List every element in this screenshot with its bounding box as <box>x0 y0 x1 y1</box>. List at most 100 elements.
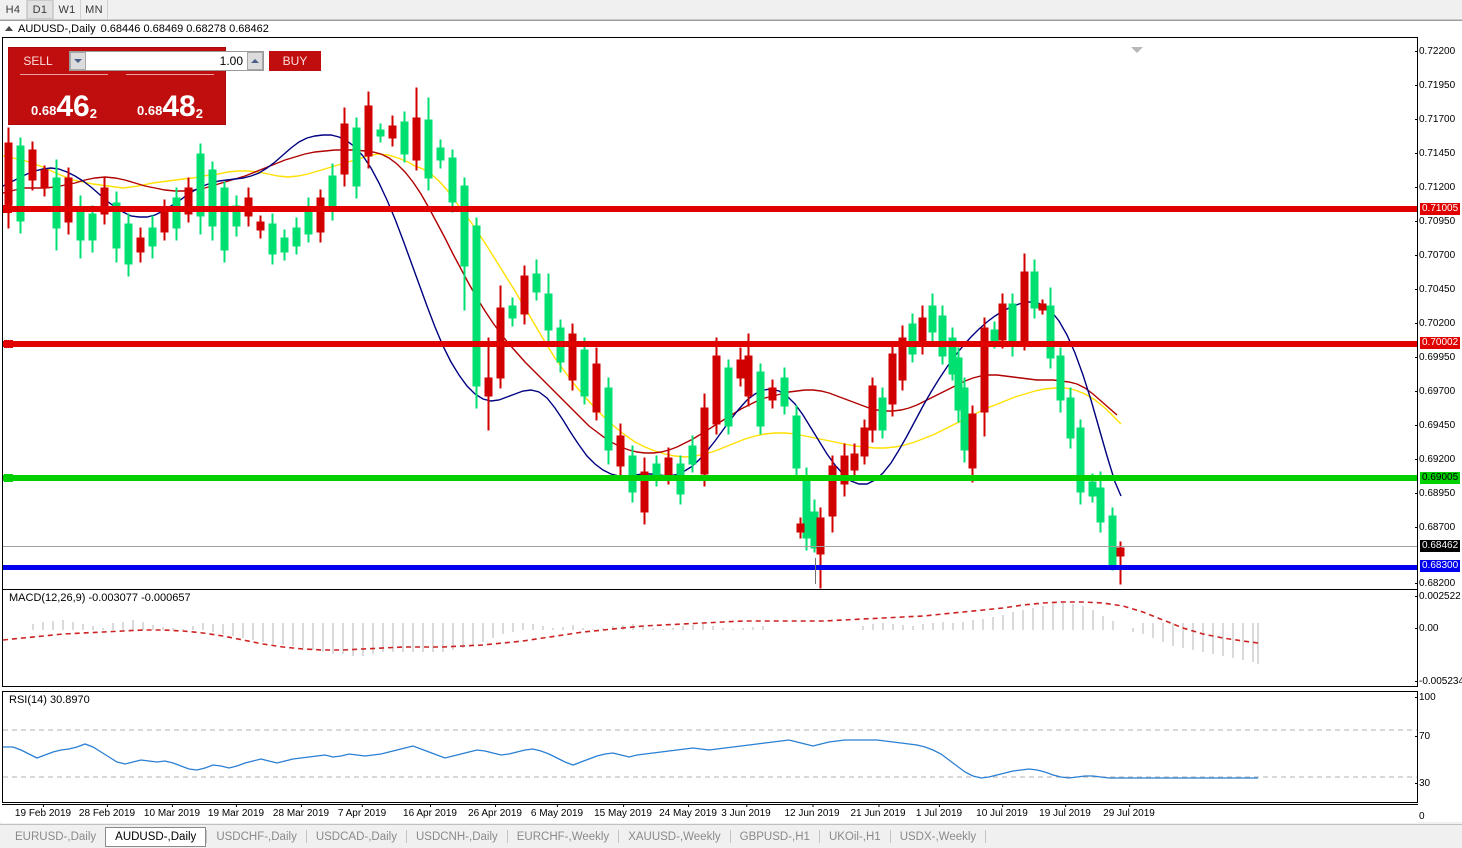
chart-tab-eurusd[interactable]: EURUSD-,Daily <box>15 830 97 843</box>
rsi-tick: 0 <box>1415 811 1425 822</box>
sell-price-fraction: 2 <box>89 106 97 121</box>
macd-histogram <box>32 603 1259 664</box>
chart-tab-usdchf[interactable]: USDCHF-,Daily <box>216 830 297 843</box>
price-tick: 0.70450 <box>1414 284 1456 295</box>
price-tick: 0.68700 <box>1414 522 1456 533</box>
sell-price-box[interactable]: 0.68 46 2 <box>12 74 116 124</box>
buy-price-fraction: 2 <box>195 106 203 121</box>
support-handle-1 <box>4 474 13 482</box>
date-tick: 24 May 2019 <box>659 804 717 819</box>
price-tick: 0.68950 <box>1414 488 1456 499</box>
rsi-line <box>3 739 1258 779</box>
rsi-chart-svg <box>3 729 1417 779</box>
chart-header: AUDUSD-,Daily 0.68446 0.68469 0.68278 0.… <box>0 21 1462 36</box>
chart-tabs-bar: EURUSD-,Daily AUDUSD-,Daily USDCHF-,Dail… <box>0 824 1462 848</box>
price-label-last-price: 0.68462 <box>1420 540 1461 552</box>
volume-input[interactable] <box>86 52 247 70</box>
price-label-resistance-2[interactable]: 0.70002 <box>1420 337 1461 349</box>
macd-tick: -0.005234 <box>1414 676 1462 687</box>
date-tick: 3 Jun 2019 <box>721 804 771 819</box>
support-line-1 <box>3 475 1417 481</box>
date-tick: 7 Apr 2019 <box>337 804 387 819</box>
one-click-trading-controls: SELL BUY <box>9 48 321 74</box>
price-label-target[interactable]: 0.68300 <box>1420 560 1461 572</box>
price-tick: 0.71200 <box>1414 182 1456 193</box>
tab-separator <box>618 830 620 843</box>
date-tick: 1 Jul 2019 <box>915 804 963 819</box>
tab-separator <box>889 830 891 843</box>
price-tick: 0.71950 <box>1414 80 1456 91</box>
price-tick: 0.69700 <box>1414 386 1456 397</box>
date-tick: 29 Jul 2019 <box>1103 804 1155 819</box>
rsi-tick: 100 <box>1415 692 1436 703</box>
tab-separator <box>729 830 731 843</box>
buy-price-prefix: 0.68 <box>137 103 163 118</box>
date-scale[interactable]: 19 Feb 2019 28 Feb 2019 10 Mar 2019 19 M… <box>2 804 1418 823</box>
price-level-lines[interactable] <box>3 205 1418 570</box>
date-tick: 19 Jul 2019 <box>1039 804 1091 819</box>
chart-tab-xauusd[interactable]: XAUUSD-,Weekly <box>628 830 721 843</box>
ma-fast-line <box>3 134 1122 497</box>
triangle-up-icon[interactable] <box>5 26 13 31</box>
date-tick: 16 Apr 2019 <box>403 804 457 819</box>
price-tick: 0.71700 <box>1414 114 1456 125</box>
date-tick: 12 Jun 2019 <box>784 804 840 819</box>
chart-tab-gbpusd[interactable]: GBPUSD-,H1 <box>739 830 810 843</box>
date-tick: 28 Mar 2019 <box>272 804 330 819</box>
tab-separator <box>206 830 208 843</box>
sell-button[interactable]: SELL <box>12 51 64 71</box>
last-price-line <box>3 546 1417 547</box>
date-tick: 15 May 2019 <box>594 804 652 819</box>
quote-boxes: 0.68 46 2 0.68 48 2 <box>9 74 225 124</box>
price-chart-svg <box>3 87 1418 589</box>
price-label-resistance-1[interactable]: 0.71005 <box>1420 203 1461 215</box>
price-scale[interactable]: 0.72200 0.71950 0.71700 0.71450 0.71200 … <box>1414 37 1462 822</box>
price-plot-area[interactable] <box>2 37 1418 589</box>
resistance-line-1 <box>3 206 1417 212</box>
target-line <box>3 565 1417 570</box>
sell-price-big: 46 <box>56 90 90 124</box>
chart-tab-usdx[interactable]: USDX-,Weekly <box>899 830 977 843</box>
chart-tab-usdcad[interactable]: USDCAD-,Daily <box>315 830 397 843</box>
date-tick: 21 Jun 2019 <box>850 804 906 819</box>
date-tick: 28 Feb 2019 <box>78 804 136 819</box>
timeframe-h4[interactable]: H4 <box>0 0 27 19</box>
chart-tab-ukoil[interactable]: UKOil-,H1 <box>828 830 881 843</box>
macd-panel[interactable]: MACD(12,26,9) -0.003077 -0.000657 <box>2 589 1418 687</box>
resistance-handle-1 <box>3 205 12 213</box>
triangle-down-icon[interactable] <box>1131 47 1143 53</box>
rsi-panel[interactable]: RSI(14) 30.8970 <box>2 691 1418 803</box>
volume-stepper[interactable] <box>69 51 264 71</box>
timeframe-mn[interactable]: MN <box>81 0 108 19</box>
macd-signal-line <box>3 601 1259 651</box>
date-tick: 26 Apr 2019 <box>468 804 522 819</box>
chart-tab-usdcnh[interactable]: USDCNH-,Daily <box>415 830 498 843</box>
date-tick: 19 Feb 2019 <box>14 804 72 819</box>
chevron-up-icon[interactable] <box>247 52 263 70</box>
buy-price-big: 48 <box>162 90 196 124</box>
macd-tick: 0.00 <box>1414 623 1439 634</box>
macd-label: MACD(12,26,9) -0.003077 -0.000657 <box>7 592 193 604</box>
macd-tick: 0.002522 <box>1415 591 1461 602</box>
chart-tab-eurchf[interactable]: EURCHF-,Weekly <box>516 830 610 843</box>
chart-tab-audusd[interactable]: AUDUSD-,Daily <box>105 826 207 847</box>
buy-price-box[interactable]: 0.68 48 2 <box>118 74 222 124</box>
timeframe-d1[interactable]: D1 <box>27 0 54 19</box>
date-tick: 10 Mar 2019 <box>143 804 201 819</box>
price-tick: 0.71450 <box>1414 148 1456 159</box>
buy-button[interactable]: BUY <box>269 51 321 71</box>
chart-window: AUDUSD-,Daily 0.68446 0.68469 0.68278 0.… <box>0 20 1462 823</box>
price-tick: 0.69950 <box>1414 352 1456 363</box>
resistance-handle-2 <box>4 340 13 348</box>
price-tick: 0.69200 <box>1414 454 1456 465</box>
sell-price-prefix: 0.68 <box>31 103 57 118</box>
resistance-line-2 <box>3 341 1417 347</box>
timeframe-w1[interactable]: W1 <box>54 0 81 19</box>
vertical-markers <box>815 558 816 584</box>
date-tick: 19 Mar 2019 <box>207 804 265 819</box>
price-label-support-1[interactable]: 0.69005 <box>1420 472 1461 484</box>
chevron-down-icon[interactable] <box>70 52 86 70</box>
tab-separator <box>506 830 508 843</box>
